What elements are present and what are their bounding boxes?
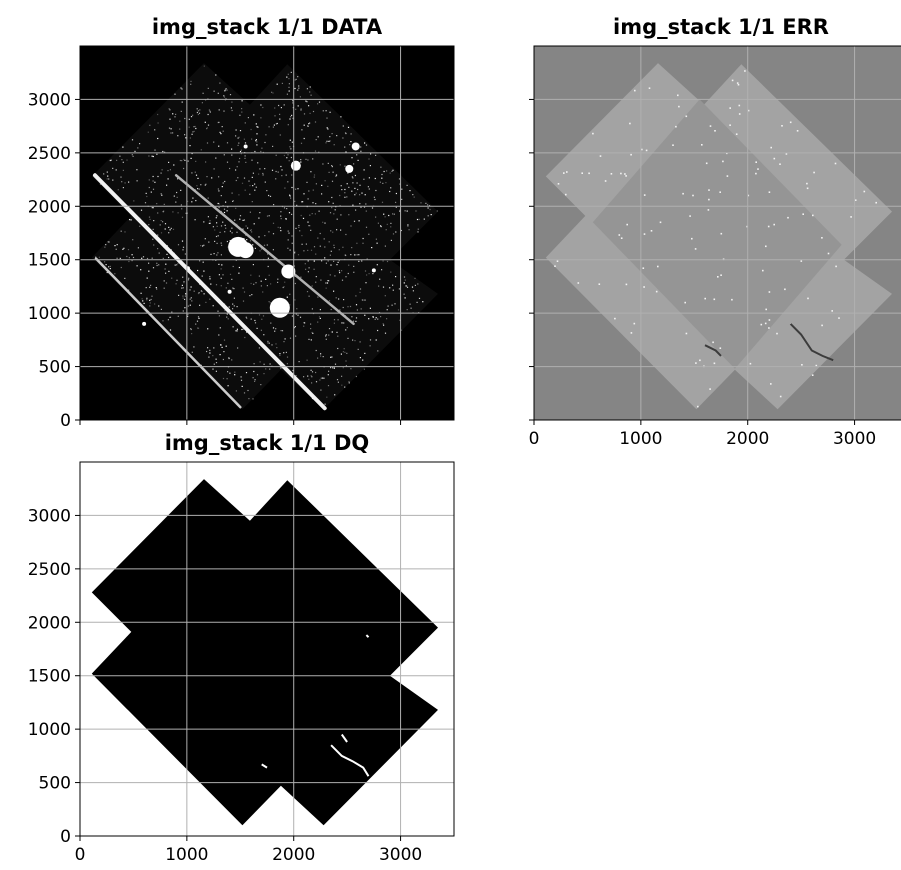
panel-3-ytick-label-7: 3000 xyxy=(28,506,71,526)
data-streak-2 xyxy=(94,257,242,409)
panel-1-grid xyxy=(80,46,454,420)
panel-1-ytick-label-5: 2000 xyxy=(28,197,71,217)
panel-2-title: img_stack 1/1 ERR xyxy=(613,15,829,39)
panel-3-ytick-label-1: 0 xyxy=(60,827,71,847)
panel-2-frame xyxy=(533,45,901,421)
panel-3-ytick-label-4: 1500 xyxy=(28,667,71,687)
err-overlap-region xyxy=(592,99,842,369)
panel-1-ytick-label-2: 500 xyxy=(39,358,71,378)
panel-1-ytick-label-1: 0 xyxy=(60,411,71,431)
data-source-9 xyxy=(142,321,147,326)
panel-3-ytick-label-3: 1000 xyxy=(28,720,71,740)
panel-3-xtick-label-3: 2000 xyxy=(272,845,315,865)
panel-3-frame xyxy=(79,461,455,837)
panel-3-xtick-label-4: 3000 xyxy=(379,845,422,865)
panel-1: 0 500 1000 1500 2000 2500 3000 img_stack 1/1 DA… xyxy=(28,15,455,431)
err-dark-feature-1 xyxy=(789,323,834,362)
panel-2-grid xyxy=(534,46,901,420)
data-source-2 xyxy=(237,242,254,259)
panel-1-frame xyxy=(79,45,455,421)
dq-flag-mark-4 xyxy=(365,634,370,638)
data-noise xyxy=(95,65,438,405)
data-source-4 xyxy=(269,297,290,318)
panel-3-grid xyxy=(80,462,454,836)
data-streak-3 xyxy=(174,174,355,326)
dq-flag-mark-2 xyxy=(340,733,348,743)
panel-2: 0 1000 2000 3000 img_stack 1/1 ERR xyxy=(529,15,901,449)
data-source-7 xyxy=(345,164,354,173)
data-source-10 xyxy=(371,268,376,273)
panel-1-ytick-label-4: 1500 xyxy=(28,251,71,271)
panel-1-ytick-label-7: 3000 xyxy=(28,90,71,110)
panel-3: 0 1000 2000 3000 0 500 1000 1500 2000 2500 3000 img… xyxy=(28,431,455,865)
dq-flag-mark-1 xyxy=(330,744,370,777)
panel-3-title: img_stack 1/1 DQ xyxy=(165,431,370,455)
panel-3-ytick-label-5: 2000 xyxy=(28,613,71,633)
err-dark-feature-2 xyxy=(704,344,722,357)
panel-3-ytick-label-2: 500 xyxy=(39,774,71,794)
panel-2-xtick-label-2: 1000 xyxy=(619,429,662,449)
dq-flag-mark-3 xyxy=(261,763,268,769)
panel-3-xtick-label-1: 0 xyxy=(75,845,86,865)
panel-3-xtick-label-2: 1000 xyxy=(165,845,208,865)
data-source-8 xyxy=(243,144,248,149)
data-streak-1 xyxy=(92,173,327,411)
panel-1-ytick-label-3: 1000 xyxy=(28,304,71,324)
panel-3-ytick-label-6: 2500 xyxy=(28,560,71,580)
panel-1-ytick-label-6: 2500 xyxy=(28,144,71,164)
data-source-3 xyxy=(281,264,296,279)
data-source-12 xyxy=(227,289,232,294)
panel-2-xtick-label-1: 0 xyxy=(529,429,540,449)
data-source-6 xyxy=(351,142,360,151)
panel-1-title: img_stack 1/1 DATA xyxy=(152,15,383,39)
dq-image-footprint xyxy=(91,479,439,826)
panel-2-xtick-label-4: 3000 xyxy=(833,429,876,449)
panel-2-xtick-label-3: 2000 xyxy=(726,429,769,449)
data-source-5 xyxy=(290,160,301,171)
